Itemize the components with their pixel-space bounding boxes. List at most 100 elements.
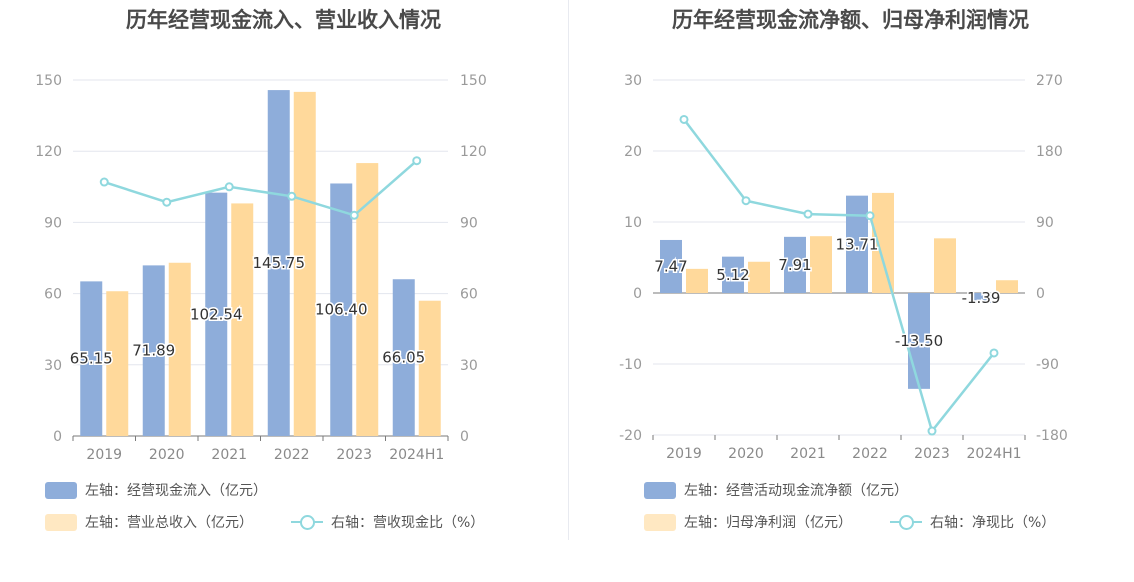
right-axis-tick-label: 90 xyxy=(460,215,478,231)
bar-total-revenue xyxy=(106,291,129,436)
right-axis-tick-label: 120 xyxy=(460,144,487,160)
x-axis-tick-label: 2021 xyxy=(790,446,826,462)
chart-plot-area: 0 0 30 30 60 60 90 90 120 120 150 150 2019 2020 2021 20… xyxy=(35,73,487,463)
x-axis-tick-label: 2020 xyxy=(149,447,185,463)
legend-swatch xyxy=(45,481,77,499)
bar-total-revenue xyxy=(293,91,316,436)
left-axis-tick-label: -10 xyxy=(619,357,642,373)
legend-label: 左轴：经营活动现金流净额（亿元） xyxy=(684,483,908,499)
legend-line-marker xyxy=(890,512,922,532)
x-axis-tick-label: 2023 xyxy=(336,447,372,463)
data-label: -13.50 xyxy=(895,332,943,350)
bar-cash-inflow xyxy=(205,192,228,436)
x-axis-tick-label: 2020 xyxy=(728,446,764,462)
left-axis-tick-label: 0 xyxy=(633,286,642,302)
bar-total-revenue xyxy=(356,163,379,437)
line-point xyxy=(865,211,875,221)
legend-item-net-profit[interactable]: 左轴：归母净利润（亿元） xyxy=(644,512,852,532)
line-point xyxy=(162,197,172,207)
bar-cash-inflow xyxy=(80,281,103,436)
x-axis-tick-label: 2019 xyxy=(666,446,702,462)
legend-label: 左轴：归母净利润（亿元） xyxy=(684,515,852,531)
x-axis-tick-label: 2023 xyxy=(914,446,950,462)
line-point xyxy=(349,210,359,220)
left-axis-tick-label: 120 xyxy=(35,144,62,160)
legend-label: 右轴：净现比（%） xyxy=(930,515,1056,531)
right-axis-tick-label: 150 xyxy=(460,73,487,89)
left-axis-tick-label: 60 xyxy=(44,287,62,303)
bar-net-cashflow xyxy=(722,256,744,293)
data-label: 65.15 xyxy=(70,350,113,368)
bar-net-profit xyxy=(748,261,770,293)
bar-net-cashflow xyxy=(660,239,682,293)
bar-net-profit xyxy=(810,236,832,293)
x-axis-tick-label: 2019 xyxy=(86,447,122,463)
data-label: 5.12 xyxy=(716,266,749,284)
line-point xyxy=(99,177,109,187)
bar-total-revenue xyxy=(418,300,441,436)
bar-cash-inflow xyxy=(142,265,165,436)
data-label: 7.91 xyxy=(778,256,811,274)
bar-net-cashflow xyxy=(784,236,806,293)
bar-net-profit xyxy=(996,280,1018,293)
data-label: 145.75 xyxy=(253,254,306,272)
x-axis-tick-label: 2024H1 xyxy=(389,447,444,463)
bar-net-profit xyxy=(934,238,956,293)
data-label: 13.71 xyxy=(836,235,879,253)
right-axis-tick-label: 90 xyxy=(1036,215,1054,231)
line-point xyxy=(287,191,297,201)
bar-net-cashflow xyxy=(846,195,868,293)
right-axis-tick-label: 60 xyxy=(460,287,478,303)
x-axis-tick-label: 2022 xyxy=(852,446,888,462)
legend-item-cash-inflow[interactable]: 左轴：经营现金流入（亿元） xyxy=(45,480,267,500)
line-point xyxy=(989,348,999,358)
data-label: 106.40 xyxy=(315,301,368,319)
legend-swatch xyxy=(644,481,676,499)
bar-cash-inflow xyxy=(267,90,290,436)
legend-item-total-revenue[interactable]: 左轴：营业总收入（亿元） xyxy=(45,512,253,532)
legend-line-marker xyxy=(291,512,323,532)
data-label: 66.05 xyxy=(382,349,425,367)
left-axis-tick-label: 20 xyxy=(624,144,642,160)
left-axis-tick-label: 10 xyxy=(624,215,642,231)
line-point xyxy=(927,426,937,436)
chart-panel-cashflow-revenue: 历年经营现金流入、营业收入情况 0 0 30 30 60 60 90 90 120 120 150 1… xyxy=(35,8,487,532)
right-axis-tick-label: 0 xyxy=(1036,286,1045,302)
legend-swatch xyxy=(45,513,77,531)
legend-item-net-cash-ratio[interactable]: 右轴：净现比（%） xyxy=(890,512,1055,532)
right-axis-tick-label: 180 xyxy=(1036,144,1063,160)
bar-net-profit xyxy=(872,192,894,293)
chart-title: 历年经营现金流净额、归母净利润情况 xyxy=(672,8,1029,32)
legend-label: 右轴：营收现金比（%） xyxy=(331,515,485,531)
chart-plot-area: -20 -180 -10 -90 0 0 10 90 20 180 30 270 2019 2020 202… xyxy=(619,73,1068,462)
legend-item-revenue-cash-ratio[interactable]: 右轴：营收现金比（%） xyxy=(291,512,484,532)
right-axis-tick-label: -180 xyxy=(1036,428,1068,444)
bar-net-cashflow xyxy=(970,293,992,303)
x-axis-tick-label: 2024H1 xyxy=(966,446,1021,462)
right-axis-tick-label: 30 xyxy=(460,358,478,374)
bar-total-revenue xyxy=(231,203,254,436)
line-point xyxy=(741,196,751,206)
left-axis-tick-label: 30 xyxy=(44,358,62,374)
right-axis-tick-label: 270 xyxy=(1036,73,1063,89)
legend-label: 左轴：营业总收入（亿元） xyxy=(85,515,253,531)
line-series-ratio xyxy=(103,159,418,217)
left-axis-tick-label: 150 xyxy=(35,73,62,89)
data-label: 7.47 xyxy=(654,257,687,275)
x-axis-tick-label: 2021 xyxy=(211,447,247,463)
bar-total-revenue xyxy=(168,262,191,436)
bar-net-profit xyxy=(686,268,708,293)
chart-panel-net-cashflow-profit: 历年经营现金流净额、归母净利润情况 -20 -180 -10 -90 0 0 10 90 20 1… xyxy=(567,0,1134,582)
panel-divider xyxy=(568,0,569,540)
legend-swatch xyxy=(644,513,676,531)
data-label: 71.89 xyxy=(132,342,175,360)
left-axis-tick-label: 0 xyxy=(53,429,62,445)
left-axis-tick-label: 90 xyxy=(44,215,62,231)
legend-label: 左轴：经营现金流入（亿元） xyxy=(85,483,267,499)
legend-item-net-cashflow[interactable]: 左轴：经营活动现金流净额（亿元） xyxy=(644,480,908,500)
chart-title: 历年经营现金流入、营业收入情况 xyxy=(126,8,441,32)
left-axis-tick-label: -20 xyxy=(619,428,642,444)
bar-cash-inflow xyxy=(330,183,353,436)
right-axis-tick-label: -90 xyxy=(1036,357,1059,373)
